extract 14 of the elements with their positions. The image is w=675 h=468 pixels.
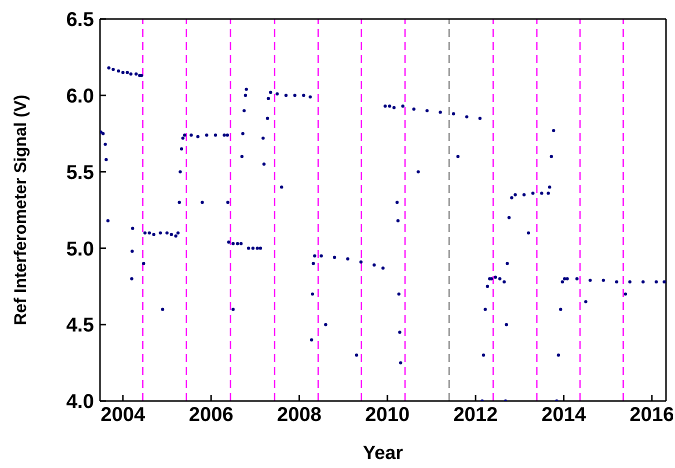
y-tick-label: 5.0: [66, 238, 94, 260]
y-tick-label: 4.5: [66, 314, 94, 337]
y-tick-label: 5.5: [66, 162, 94, 184]
y-tick-label: 4.0: [66, 391, 94, 414]
x-tick-label: 2006: [188, 404, 234, 426]
y-tick-label: 6.0: [66, 86, 94, 108]
x-tick-label: 2014: [541, 404, 587, 426]
x-tick-label: 2010: [365, 404, 410, 426]
x-tick-label: 2004: [100, 404, 146, 426]
y-tick-label: 6.5: [66, 9, 94, 32]
x-tick-label: 2008: [276, 404, 322, 426]
x-axis-title: Year: [362, 443, 404, 464]
x-tick-label: 2012: [453, 404, 498, 426]
y-axis-title: Ref Interferometer Signal (V): [11, 94, 30, 326]
